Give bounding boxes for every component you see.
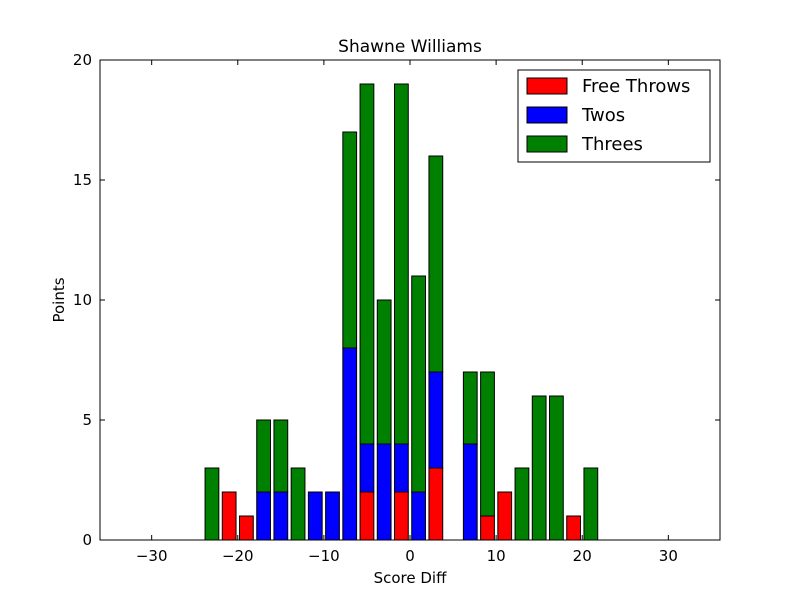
x-tick-label: 30 [659,547,678,565]
legend-label: Threes [581,134,643,155]
bar-threes [290,467,306,541]
x-tick-label: 10 [487,547,506,565]
x-axis-label: Score Diff [374,569,447,587]
bar-twos [307,491,323,541]
y-tick-label: 20 [73,51,92,69]
legend-swatch [526,77,568,95]
bars-layer [204,83,599,541]
x-tick-label: −10 [308,547,340,565]
bar-threes [462,371,478,445]
bar-free-throws [497,491,513,541]
bar-threes [204,467,220,541]
bar-threes [342,131,358,349]
bar-twos [376,443,392,541]
bar-threes [359,83,375,445]
bar-free-throws [239,515,254,541]
bar-free-throws [394,491,409,541]
bar-twos [411,491,427,541]
bar-twos [256,491,272,541]
bar-free-throws [480,515,495,541]
bar-twos [428,371,444,469]
bar-twos [394,443,409,493]
y-axis-label: Points [50,277,68,322]
legend-label: Twos [581,105,625,126]
bar-threes [549,395,564,541]
bar-threes [531,395,547,541]
bar-threes [273,419,289,493]
bar-threes [480,371,495,517]
x-axis-ticks: −30 −20 −10 0 10 20 30 [136,60,678,565]
bar-twos [359,443,375,493]
bar-twos [325,491,340,541]
bar-threes [411,275,427,493]
bar-free-throws [566,515,582,541]
x-tick-label: 0 [405,547,415,565]
y-axis-ticks: 0 5 10 15 20 [73,51,720,549]
bar-free-throws [428,467,444,541]
bar-threes [256,419,272,493]
y-tick-label: 0 [82,531,92,549]
bar-free-throws [221,491,237,541]
legend-label: Free Throws [582,76,690,97]
chart-title: Shawne Williams [338,37,482,57]
y-tick-label: 10 [73,291,92,309]
bar-twos [342,347,358,541]
bar-threes [394,83,409,445]
bar-threes [514,467,530,541]
bar-threes [376,299,392,445]
bar-twos [462,443,478,541]
y-tick-label: 5 [82,411,92,429]
x-tick-label: 20 [573,547,592,565]
x-tick-label: −20 [222,547,254,565]
y-tick-label: 15 [73,171,92,189]
x-tick-label: −30 [136,547,168,565]
legend: Free Throws Twos Threes [517,69,711,163]
legend-swatch [526,135,568,153]
bar-threes [583,467,599,541]
bar-twos [273,491,289,541]
bar-free-throws [359,491,375,541]
bar-threes [428,155,444,373]
legend-swatch [526,106,568,124]
